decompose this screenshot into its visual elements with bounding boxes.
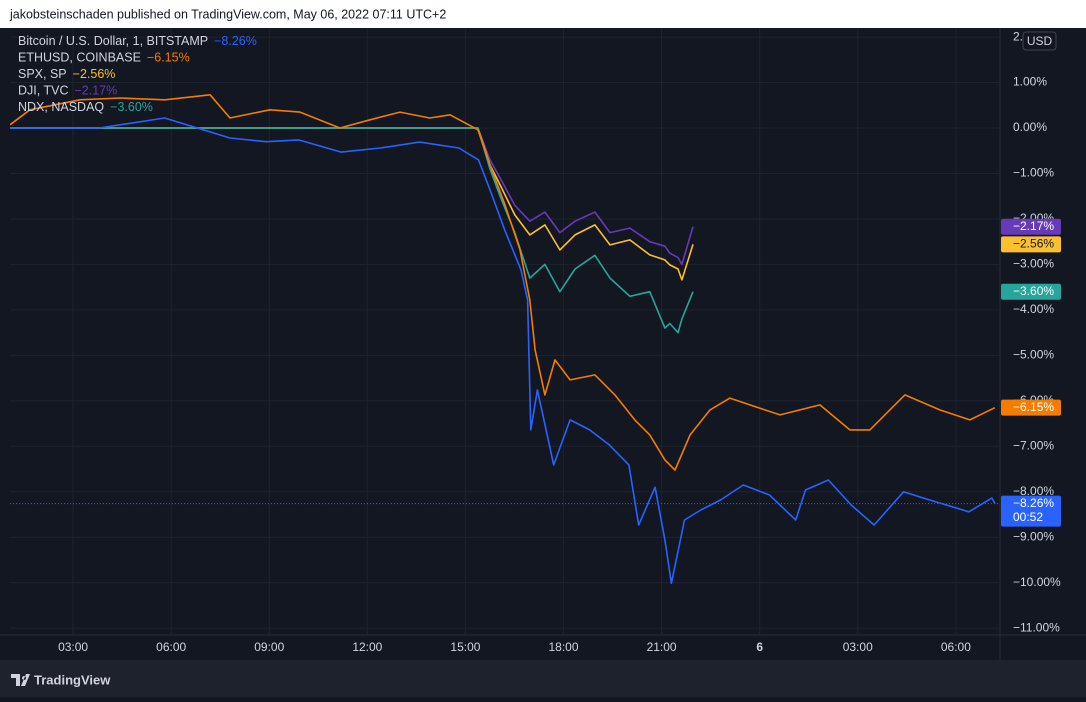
y-tick-label: −3.00% (1013, 257, 1054, 271)
legend-value: −8.26% (214, 34, 257, 48)
legend-name: Bitcoin / U.S. Dollar, 1, BITSTAMP (18, 34, 208, 48)
countdown: 00:52 (1013, 510, 1043, 524)
x-tick-label: 09:00 (254, 640, 284, 654)
y-tick-label: −7.00% (1013, 438, 1054, 452)
axes: 2.00%1.00%0.00%−1.00%−2.00%−3.00%−4.00%−… (10, 29, 1061, 654)
y-tick-label: 0.00% (1013, 120, 1047, 134)
y-tick-label: 1.00% (1013, 75, 1047, 89)
legend-name: ETHUSD, COINBASE (18, 51, 141, 65)
series-line (10, 127, 694, 266)
x-tick-label: 06:00 (156, 640, 186, 654)
x-tick-label: 18:00 (549, 640, 579, 654)
y-tick-label: −5.00% (1013, 348, 1054, 362)
x-tick-label: 6 (756, 640, 763, 654)
x-tick-label: 15:00 (450, 640, 480, 654)
legend-value: −6.15% (147, 51, 190, 65)
legend-entry: DJI, TVC −2.17% (18, 84, 117, 98)
legend-name: NDX, NASDAQ (18, 100, 104, 114)
y-tick-label: −8.00% (1013, 484, 1054, 498)
x-tick-label: 03:00 (58, 640, 88, 654)
last-value-badge (1001, 495, 1061, 527)
series-line (10, 127, 694, 281)
currency-badge[interactable] (1022, 31, 1057, 51)
legend-entry: SPX, SP −2.56% (18, 67, 115, 81)
series-line (10, 127, 694, 334)
series-line (10, 117, 996, 584)
legend-entry: ETHUSD, COINBASE −6.15% (18, 51, 190, 65)
chart-background (0, 28, 1086, 660)
last-value-badge (1001, 283, 1061, 300)
x-tick-label: 03:00 (843, 640, 873, 654)
currency: USD (1027, 34, 1053, 48)
y-tick-label: −9.00% (1013, 529, 1054, 543)
last-value-label: −6.15% (1013, 400, 1054, 414)
last-value-label: −3.60% (1013, 284, 1054, 298)
last-value-badge (1001, 236, 1061, 253)
legend-value: −2.17% (74, 84, 117, 98)
brand: TradingView (34, 672, 111, 687)
legend-name: SPX, SP (18, 67, 67, 81)
last-value-label: −8.26% (1013, 496, 1054, 510)
last-value-label: −2.17% (1013, 219, 1054, 233)
legend-entry: NDX, NASDAQ −3.60% (18, 100, 153, 114)
y-tick-label: −4.00% (1013, 302, 1054, 316)
y-tick-label: −11.00% (1013, 620, 1060, 634)
plot (10, 94, 996, 584)
legend-value: −3.60% (110, 100, 153, 114)
x-tick-label: 12:00 (352, 640, 382, 654)
brand-logo (11, 674, 30, 686)
x-tick-label: 21:00 (647, 640, 677, 654)
grid (10, 28, 1000, 635)
legend: Bitcoin / U.S. Dollar, 1, BITSTAMP −8.26%… (18, 34, 257, 114)
legend-name: DJI, TVC (18, 84, 68, 98)
last-value-badge (1001, 399, 1061, 416)
series-line (10, 94, 996, 471)
header-bar (0, 0, 1086, 28)
y-tick-label: −1.00% (1013, 166, 1054, 180)
y-tick-label: −10.00% (1013, 575, 1061, 589)
last-value-label: −2.56% (1013, 237, 1054, 251)
attribution: jakobsteinschaden published on TradingVi… (9, 7, 446, 21)
footer-bar (0, 660, 1086, 697)
x-tick-label: 06:00 (941, 640, 971, 654)
last-value-badge (1001, 218, 1061, 235)
legend-value: −2.56% (73, 67, 116, 81)
legend-entry: Bitcoin / U.S. Dollar, 1, BITSTAMP −8.26% (18, 34, 257, 48)
